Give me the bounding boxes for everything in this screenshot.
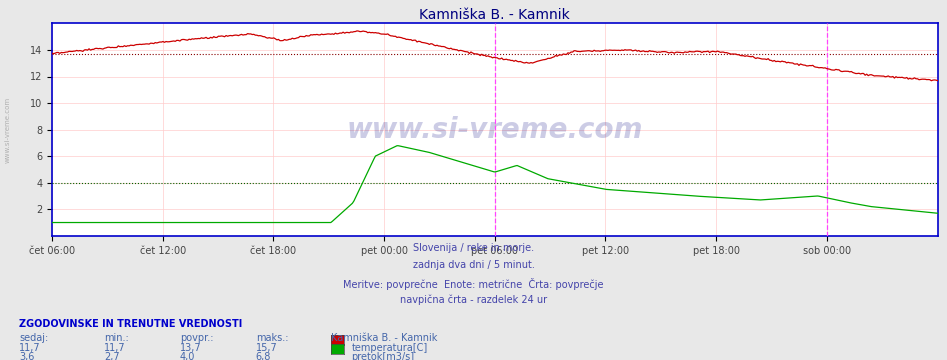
Text: ZGODOVINSKE IN TRENUTNE VREDNOSTI: ZGODOVINSKE IN TRENUTNE VREDNOSTI [19,319,242,329]
Text: 6,8: 6,8 [256,352,271,360]
Text: povpr.:: povpr.: [180,333,213,343]
Text: 15,7: 15,7 [256,343,277,353]
Text: 13,7: 13,7 [180,343,202,353]
Text: sedaj:: sedaj: [19,333,48,343]
Text: pretok[m3/s]: pretok[m3/s] [351,352,415,360]
Text: 4,0: 4,0 [180,352,195,360]
Text: temperatura[C]: temperatura[C] [351,343,428,353]
Text: navpična črta - razdelek 24 ur: navpična črta - razdelek 24 ur [400,295,547,305]
Text: 3,6: 3,6 [19,352,34,360]
Text: 2,7: 2,7 [104,352,119,360]
Text: maks.:: maks.: [256,333,288,343]
Text: zadnja dva dni / 5 minut.: zadnja dva dni / 5 minut. [413,260,534,270]
Text: Meritve: povprečne  Enote: metrične  Črta: povprečje: Meritve: povprečne Enote: metrične Črta:… [343,278,604,289]
Text: www.si-vreme.com: www.si-vreme.com [5,96,10,163]
Text: Slovenija / reke in morje.: Slovenija / reke in morje. [413,243,534,253]
Text: 11,7: 11,7 [104,343,126,353]
Text: min.:: min.: [104,333,129,343]
Text: 11,7: 11,7 [19,343,41,353]
Text: Kamniška B. - Kamnik: Kamniška B. - Kamnik [331,333,438,343]
Text: www.si-vreme.com: www.si-vreme.com [347,116,643,144]
Title: Kamniška B. - Kamnik: Kamniška B. - Kamnik [420,8,570,22]
